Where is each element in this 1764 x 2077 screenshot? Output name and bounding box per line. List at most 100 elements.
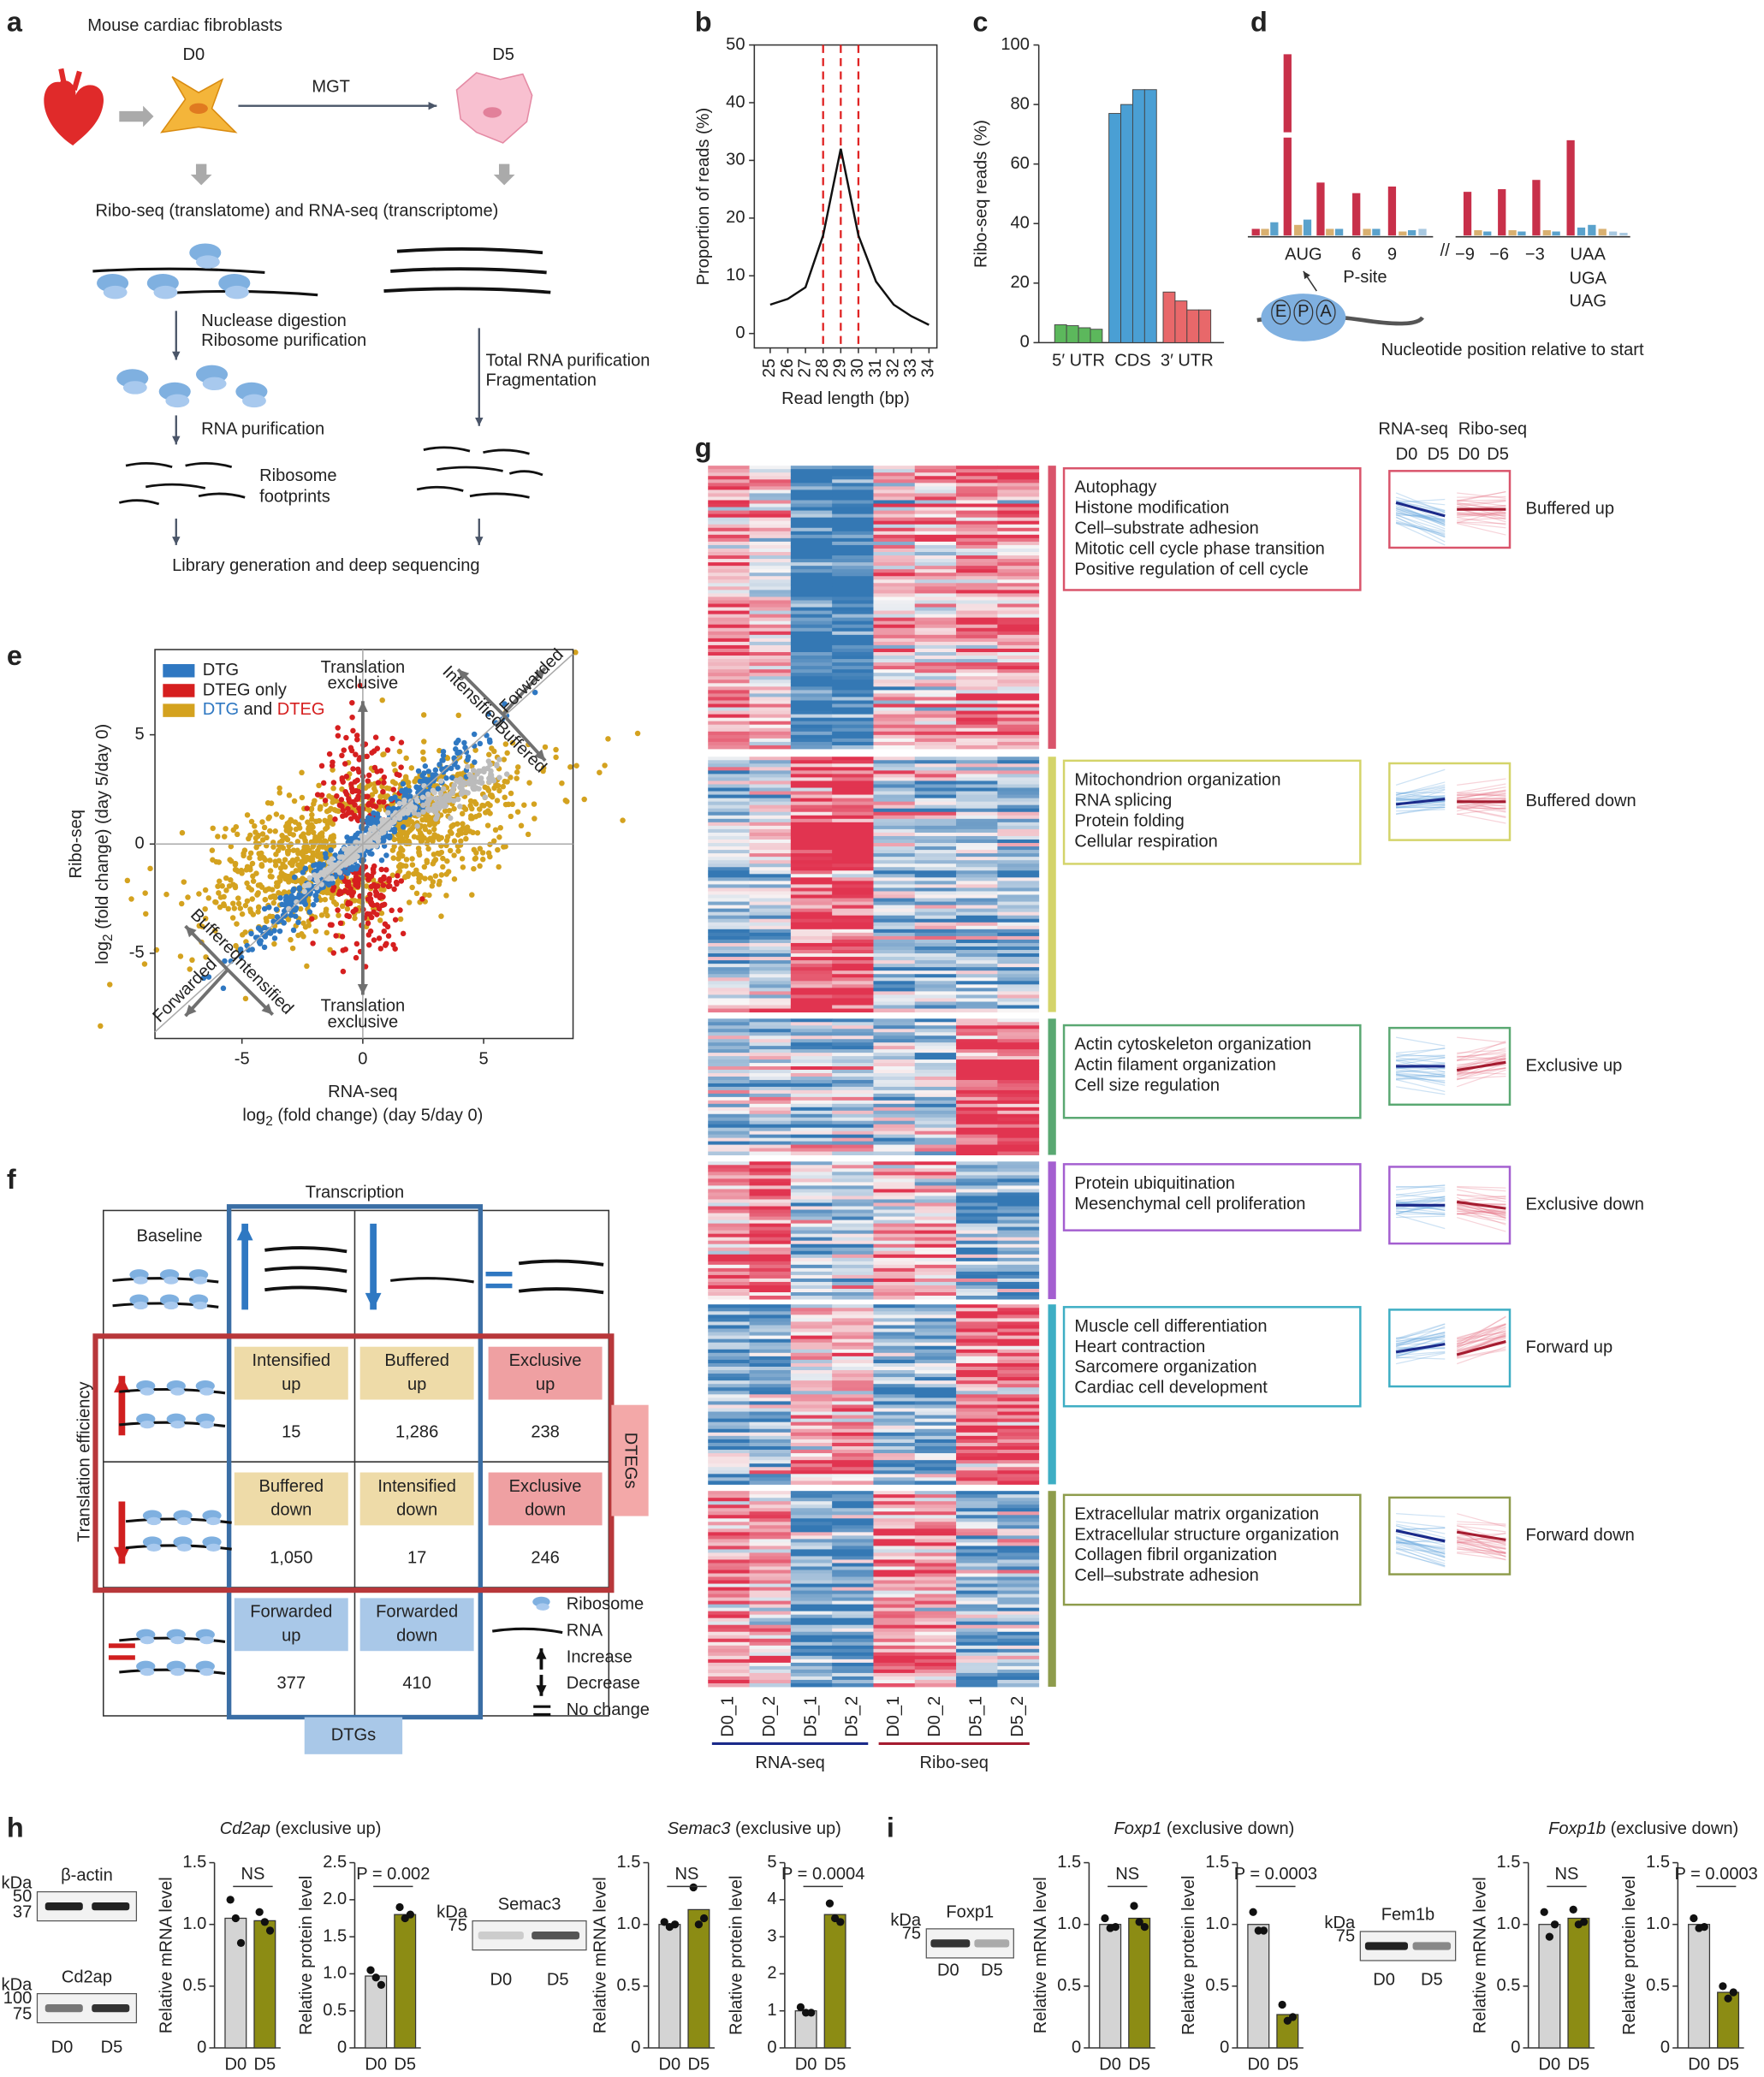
heatmap-cell	[749, 887, 792, 892]
heatmap-cell	[790, 1127, 833, 1132]
heatmap-cell	[832, 1219, 874, 1225]
line	[1457, 802, 1506, 810]
line	[1395, 1056, 1446, 1065]
heatmap-cell	[956, 939, 998, 944]
point	[293, 905, 300, 911]
heatmap-cell	[708, 1086, 750, 1091]
heatmap-cell	[956, 1086, 998, 1091]
heatmap-cell	[997, 981, 1040, 985]
heatmap-cell	[749, 839, 792, 844]
heatmap-cell	[914, 1137, 957, 1142]
heatmap-cell	[914, 843, 957, 847]
heatmap-cell	[749, 651, 792, 656]
heatmap-cell	[873, 1100, 916, 1105]
label: Mouse cardiac fibroblasts	[87, 16, 282, 35]
heatmap-cell	[749, 1335, 792, 1340]
heatmap-cell	[914, 1008, 957, 1013]
line	[1457, 1185, 1506, 1189]
point	[371, 863, 377, 869]
point	[472, 747, 478, 753]
heatmap-cell	[832, 925, 874, 930]
ribosome	[153, 285, 178, 300]
heatmap-cell	[790, 703, 833, 709]
heatmap-cell	[790, 946, 833, 951]
heatmap-cell	[956, 710, 998, 715]
heatmap-cell	[790, 1311, 833, 1315]
line	[1456, 1202, 1506, 1219]
heatmap-cell	[749, 1202, 792, 1207]
heatmap-cell	[997, 1387, 1040, 1392]
heatmap-cell	[873, 714, 916, 719]
heatmap-cell	[997, 1039, 1040, 1043]
point	[310, 844, 316, 850]
heatmap-cell	[790, 763, 833, 768]
label: Buffered	[384, 1351, 449, 1370]
heatmap-cell	[708, 1321, 750, 1326]
heatmap-cell	[997, 1398, 1040, 1402]
heatmap-cell	[873, 839, 916, 844]
heatmap-cell	[956, 500, 998, 504]
line	[1457, 797, 1506, 801]
heatmap-cell	[873, 1113, 916, 1119]
point	[230, 827, 237, 834]
heatmap-cell	[873, 918, 916, 923]
line	[1395, 768, 1446, 786]
heatmap-cell	[790, 1314, 833, 1319]
heatmap-cell	[914, 1243, 957, 1249]
heatmap-cell	[956, 1261, 998, 1266]
heatmap-cell	[873, 517, 916, 522]
heatmap-cell	[997, 634, 1040, 639]
heatmap-cell	[832, 939, 874, 944]
heatmap-cell	[956, 1394, 998, 1398]
heatmap-cell	[790, 908, 833, 913]
heatmap-cell	[956, 867, 998, 871]
heatmap-cell	[914, 631, 957, 636]
point	[462, 829, 469, 836]
point	[336, 912, 342, 918]
heatmap-cell	[997, 486, 1040, 490]
line	[1395, 786, 1446, 795]
heatmap-cell	[997, 1175, 1040, 1179]
go-term: Autophagy	[1074, 478, 1156, 497]
heatmap-cell	[873, 964, 916, 968]
heatmap-cell	[832, 953, 874, 958]
heatmap-cell	[708, 935, 750, 941]
heatmap-cell	[997, 507, 1040, 512]
line	[1457, 1053, 1506, 1067]
heatmap-cell	[997, 1374, 1040, 1378]
heatmap-cell	[708, 984, 750, 988]
heatmap-cell	[956, 573, 998, 577]
heatmap-cell	[832, 1141, 874, 1146]
heatmap-cell	[832, 1008, 874, 1013]
heatmap-cell	[832, 507, 874, 512]
point	[330, 780, 337, 786]
heatmap-cell	[997, 569, 1040, 573]
heatmap-cell	[790, 673, 833, 677]
point	[269, 874, 275, 880]
point	[300, 920, 306, 927]
heatmap-cell	[873, 697, 916, 701]
label: 9	[1387, 246, 1397, 264]
heatmap-cell	[873, 1130, 916, 1136]
point	[432, 873, 439, 879]
heatmap-cell	[832, 738, 874, 743]
heatmap-cell	[708, 721, 750, 726]
point	[448, 765, 454, 772]
heatmap-cell	[790, 596, 833, 601]
heatmap-cell	[832, 552, 874, 556]
point	[325, 875, 332, 882]
bar	[1143, 89, 1157, 343]
heatmap-cell	[749, 994, 792, 999]
heatmap-cell	[997, 1172, 1040, 1176]
heatmap-cell	[873, 1345, 916, 1350]
point	[330, 767, 336, 773]
heatmap-cell	[790, 939, 833, 944]
ribosome	[199, 1420, 214, 1429]
line	[1457, 802, 1506, 807]
point	[437, 878, 442, 885]
y-tick-label: 5	[135, 725, 145, 744]
heatmap-cell	[873, 1398, 916, 1402]
line	[1396, 514, 1446, 518]
heatmap-cell	[708, 870, 750, 875]
heatmap-cell	[873, 804, 916, 810]
